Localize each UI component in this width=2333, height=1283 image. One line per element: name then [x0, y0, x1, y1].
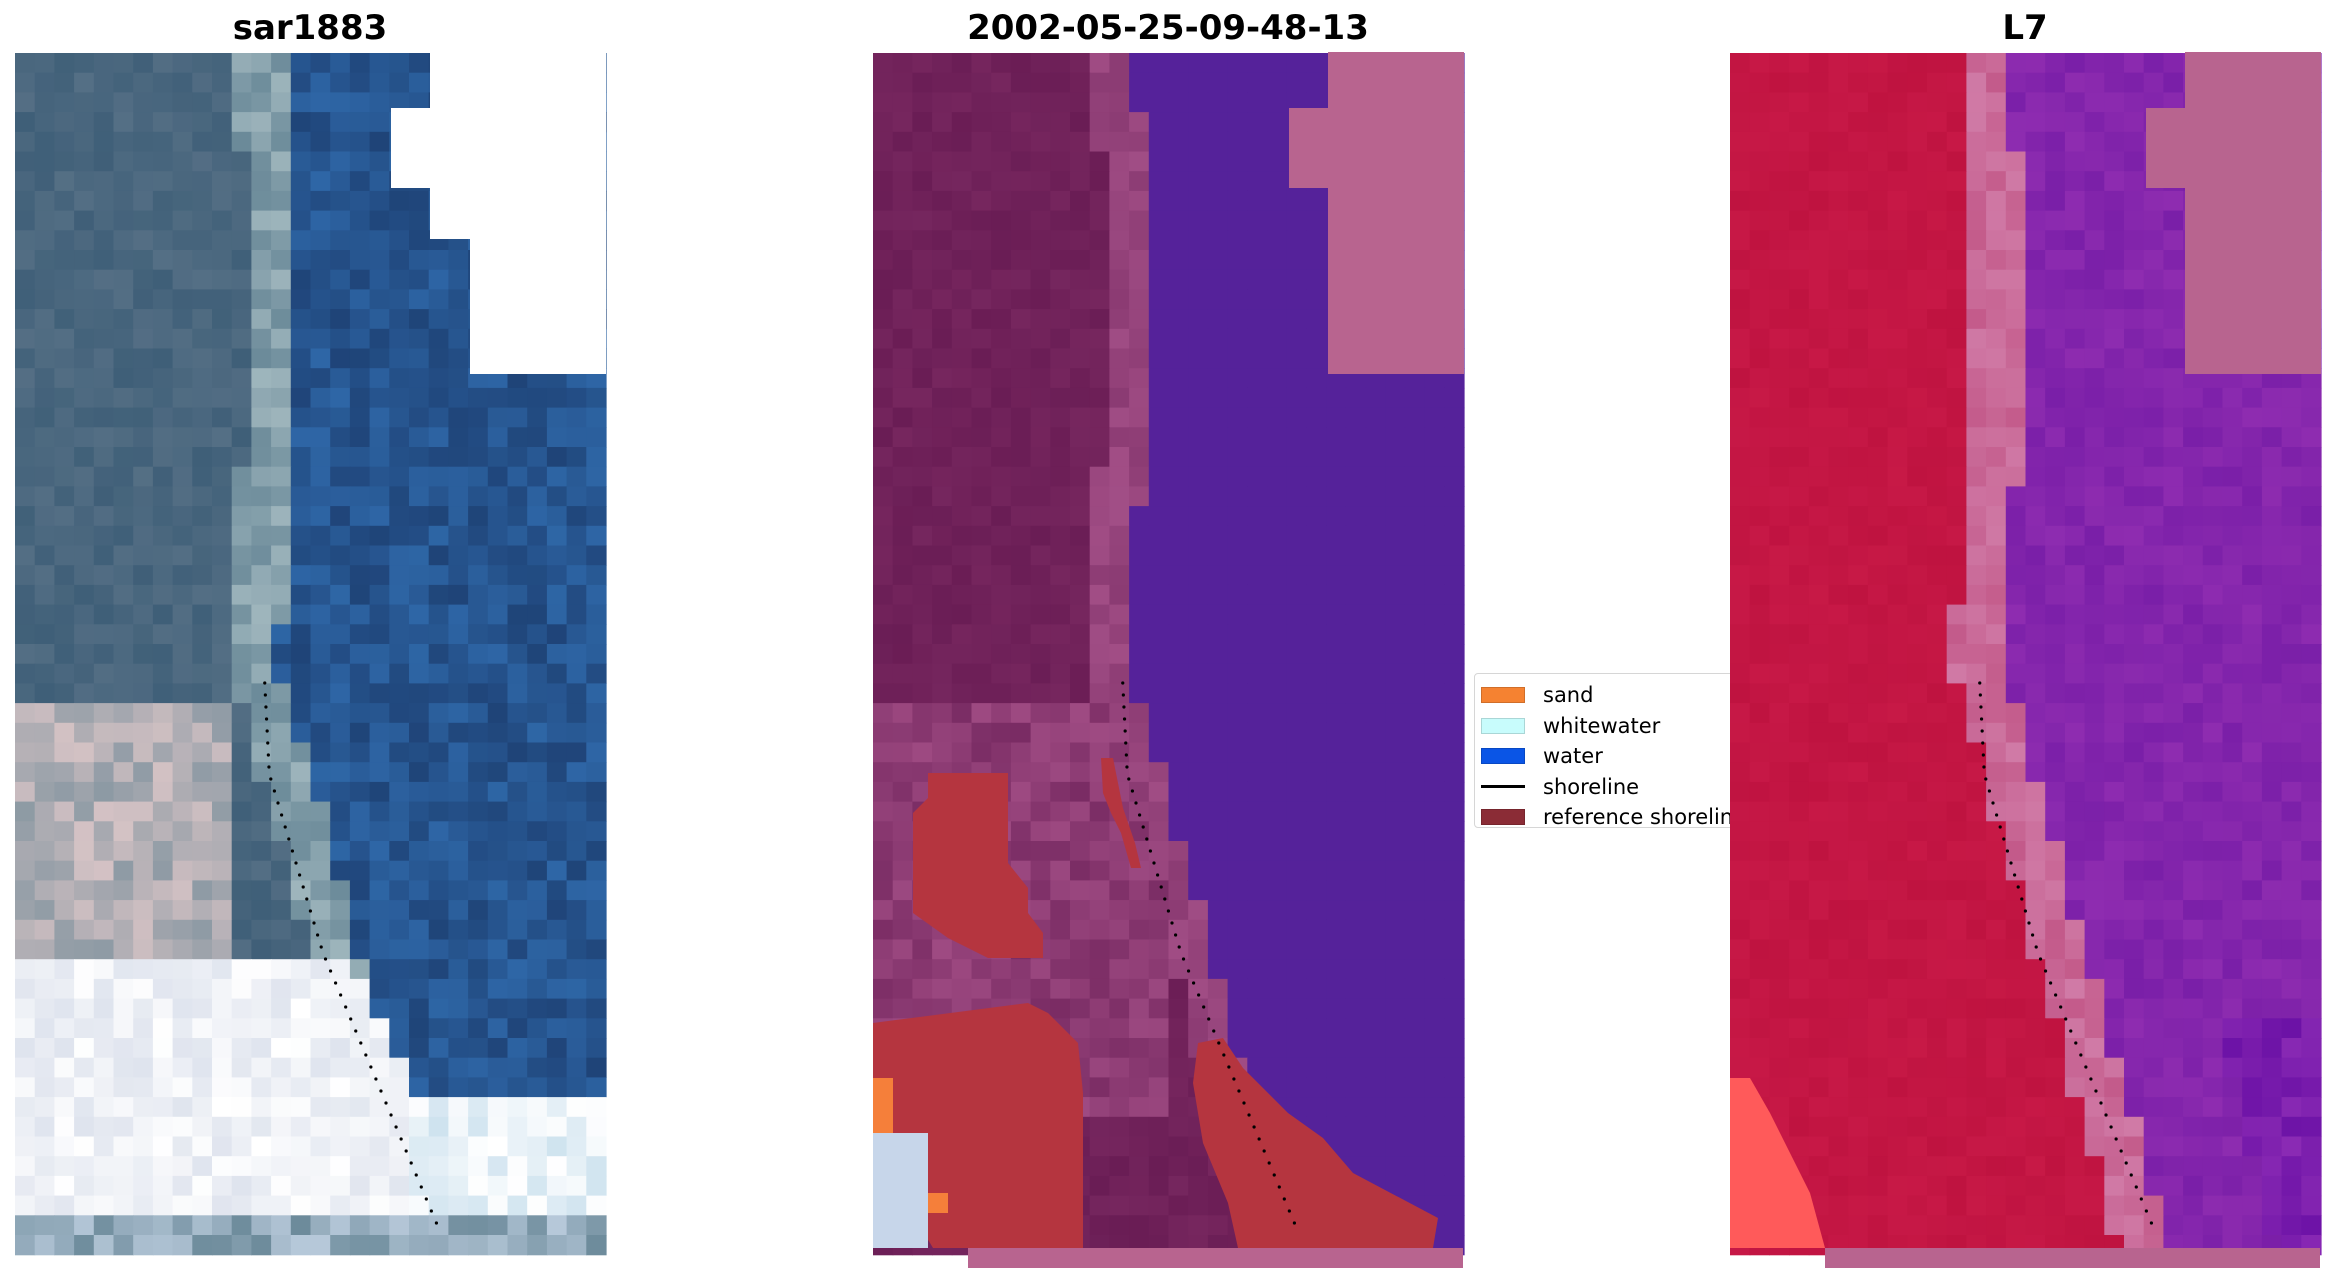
water-swatch-icon [1481, 748, 1525, 765]
nodata-region [430, 52, 606, 239]
nodata-region [470, 239, 606, 374]
index-image-svg [1730, 52, 2322, 1268]
legend-label: water [1543, 744, 1603, 769]
sand-region [928, 1193, 948, 1213]
bright-index-region [1730, 1078, 1825, 1248]
panel-image-rgb [15, 52, 607, 1256]
panel-title-1: sar1883 [232, 8, 388, 48]
sand-region [873, 1078, 893, 1133]
whitewater-swatch-icon [1481, 717, 1525, 734]
legend-label: whitewater [1543, 713, 1661, 738]
legend-item-reference-shoreline: reference shoreline [1475, 802, 1773, 833]
nodata-region [1289, 108, 1329, 188]
rgb-pixels [15, 53, 607, 1256]
nodata-region [2146, 108, 2186, 188]
shoreline-line-icon [1481, 785, 1525, 789]
legend-item-water: water [1475, 741, 1773, 772]
legend-label: reference shoreline [1543, 805, 1747, 830]
legend-label: sand [1543, 683, 1594, 708]
reference-shoreline-region [1193, 1038, 1438, 1248]
legend-item-sand: sand [1475, 680, 1773, 711]
legend-label: shoreline [1543, 774, 1640, 799]
nodata-region [1825, 1248, 2320, 1268]
panel-image-index [1730, 52, 2322, 1268]
rgb-image-svg [15, 52, 607, 1256]
legend: sand whitewater water shoreline reference sh… [1474, 673, 1774, 829]
reference-shoreline-swatch-icon [1481, 809, 1525, 826]
nodata-region [2185, 52, 2321, 374]
legend-item-shoreline: shoreline [1475, 772, 1773, 803]
shoreline-dots [263, 681, 438, 1225]
nodata-region [391, 108, 431, 188]
shoreline-dots [1978, 681, 2153, 1225]
panel-title-3: L7 [2002, 8, 2048, 48]
whitewater-region [873, 1133, 928, 1248]
nodata-region [968, 1248, 1463, 1268]
index-pixels [1730, 53, 2322, 1256]
legend-item-whitewater: whitewater [1475, 711, 1773, 742]
panel-image-classification [873, 52, 1465, 1268]
panel-title-2: 2002-05-25-09-48-13 [967, 8, 1369, 48]
nodata-region [1328, 52, 1464, 374]
reference-shoreline-region [913, 773, 1043, 958]
sand-swatch-icon [1481, 687, 1525, 704]
classification-image-svg [873, 52, 1465, 1268]
reference-shoreline-region [1101, 758, 1141, 868]
shoreline-dots [1121, 681, 1296, 1225]
